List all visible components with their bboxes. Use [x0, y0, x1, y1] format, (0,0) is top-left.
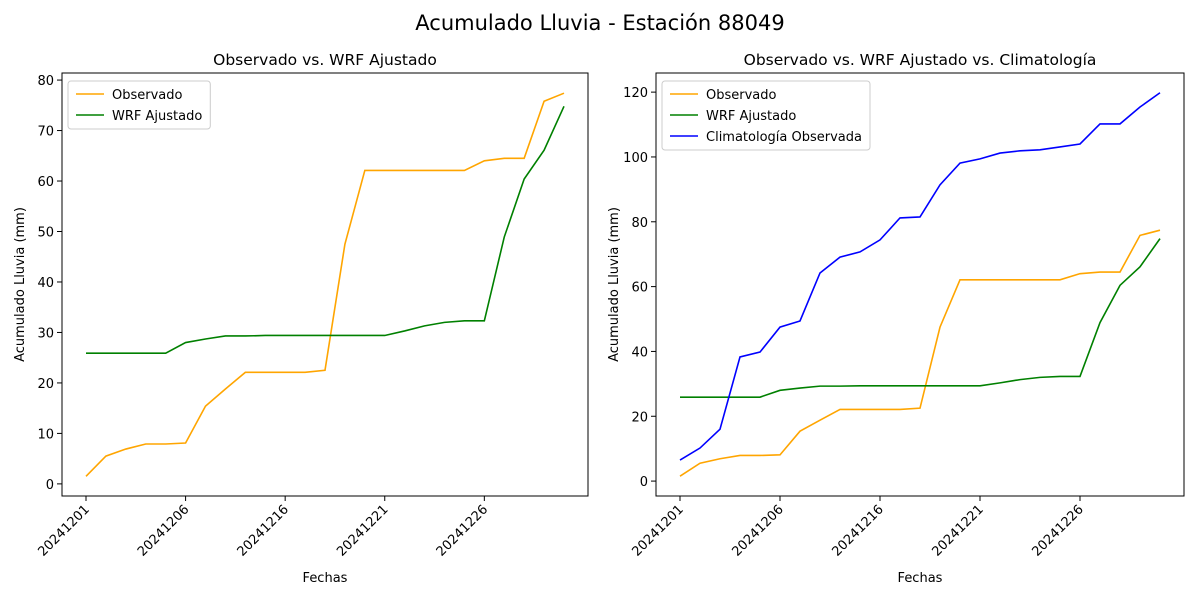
- y-tick-label: 20: [37, 377, 54, 392]
- x-tick-label: 20241201: [629, 502, 686, 559]
- y-tick-label: 60: [631, 281, 648, 296]
- x-tick-label: 20241216: [829, 502, 886, 559]
- y-axis-label: Acumulado Lluvia (mm): [13, 207, 28, 362]
- x-tick-label: 20241201: [35, 502, 92, 559]
- series-line: [679, 92, 1161, 461]
- x-tick-label: 20241216: [235, 502, 292, 559]
- y-tick-label: 80: [631, 216, 648, 231]
- legend-box: [67, 80, 211, 130]
- legend-box: [661, 80, 871, 151]
- x-tick-label: 20241221: [929, 502, 986, 559]
- x-tick-label: 20241221: [334, 502, 391, 559]
- y-tick-label: 70: [37, 125, 54, 140]
- x-tick-label: 20241206: [729, 502, 786, 559]
- x-tick-label: 20241226: [434, 502, 491, 559]
- series-line: [86, 105, 565, 354]
- axes-title: Observado vs. WRF Ajustado: [213, 51, 437, 69]
- legend-label: Climatología Observada: [706, 130, 862, 145]
- legend: Observado WRF Ajustado Climatología Observ…: [661, 80, 871, 151]
- y-tick-label: 10: [37, 427, 54, 442]
- x-tick-label: 20241226: [1029, 502, 1086, 559]
- legend-label: WRF Ajustado: [112, 109, 202, 124]
- series-line: [85, 92, 565, 477]
- legend-label: WRF Ajustado: [706, 109, 796, 124]
- axes-frame: [61, 72, 589, 497]
- series-line: [680, 238, 1161, 398]
- legend-label: Observado: [706, 88, 777, 103]
- y-tick-label: 80: [37, 74, 54, 89]
- legend: Observado WRF Ajustado: [67, 80, 211, 130]
- y-tick-label: 120: [623, 86, 648, 101]
- axes-title: Observado vs. WRF Ajustado vs. Climatolo…: [744, 51, 1097, 69]
- legend-label: Observado: [112, 88, 183, 103]
- figure-title: Acumulado Lluvia - Estación 88049: [415, 11, 784, 35]
- y-tick-label: 60: [37, 175, 54, 190]
- x-axis-label: Fechas: [303, 571, 348, 586]
- y-tick-label: 40: [631, 345, 648, 360]
- y-tick-label: 50: [37, 225, 54, 240]
- x-axis-label: Fechas: [898, 571, 943, 586]
- y-tick-label: 100: [623, 151, 648, 166]
- axes-frame: [655, 72, 1185, 497]
- y-tick-label: 30: [37, 326, 54, 341]
- series-line: [679, 229, 1161, 477]
- y-axis-label: Acumulado Lluvia (mm): [607, 207, 622, 362]
- y-tick-label: 0: [640, 475, 648, 490]
- y-tick-label: 0: [46, 478, 54, 493]
- x-tick-label: 20241206: [135, 502, 192, 559]
- y-tick-label: 20: [631, 410, 648, 425]
- y-tick-label: 40: [37, 276, 54, 291]
